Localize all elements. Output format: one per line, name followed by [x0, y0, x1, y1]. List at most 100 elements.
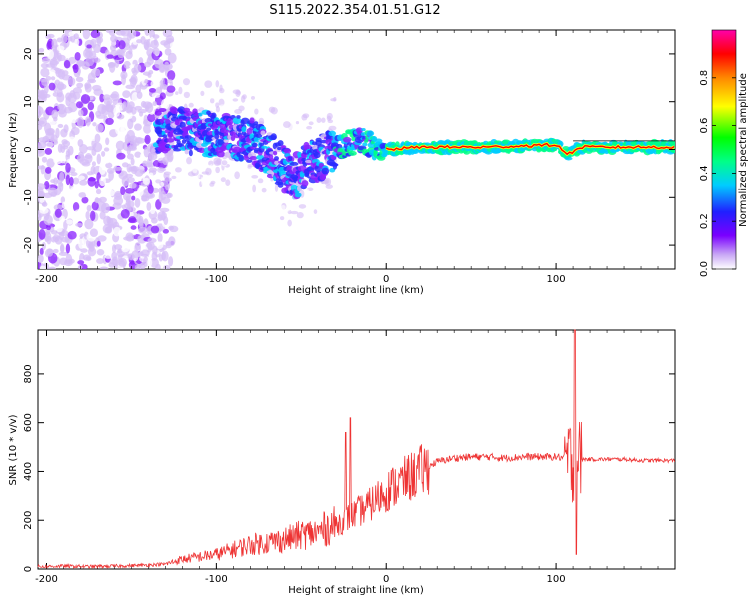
spectrogram-noise-blob: [67, 77, 76, 86]
spectrogram-noise-blob: [49, 69, 56, 75]
spectrogram-noise-blob: [40, 91, 46, 101]
spectrogram-faint-blob: [178, 86, 183, 95]
spectrogram-ridge-blob: [198, 147, 206, 154]
spectrogram-noise-blob: [112, 166, 123, 171]
spectrogram-noise-blob: [48, 82, 56, 91]
spectrogram-noise-blob: [50, 76, 56, 81]
spectrogram-noise-blob: [72, 201, 80, 212]
spectrogram-noise-blob: [152, 47, 160, 55]
spectrogram-noise-blob: [134, 151, 142, 158]
spectrogram-noise-blob: [94, 68, 101, 77]
spectrogram-faint-blob: [174, 178, 182, 185]
spectrogram-noise-blob: [161, 250, 169, 262]
spectrogram-noise-blob: [138, 226, 148, 234]
spectrogram-noise-blob: [140, 249, 150, 257]
spectrogram-noise-blob: [144, 61, 152, 68]
spectrogram-y-label: Frequency (Hz): [8, 112, 19, 188]
spectrogram-noise-blob: [83, 48, 92, 59]
spectrogram-noise-blob: [126, 153, 134, 160]
spectrogram-noise-blob: [39, 207, 49, 214]
spectrogram-noise-blob: [151, 92, 161, 98]
spectrogram-noise-blob: [86, 146, 96, 151]
spectrogram-noise-blob: [168, 225, 174, 231]
colorbar-tick-label: 0.8: [699, 70, 710, 86]
spectrogram-noise-blob: [63, 106, 73, 114]
spectrogram-noise-blob: [101, 150, 106, 157]
spectrogram-noise-blob: [77, 139, 84, 147]
spectrogram-noise-blob: [38, 47, 45, 53]
spectrogram-noise-blob: [134, 242, 141, 251]
spectrogram-noise-blob: [103, 97, 113, 106]
spectrogram-noise-blob: [166, 38, 174, 44]
spectrogram-ridge-blob: [162, 134, 168, 138]
spectrogram-ridge-blob: [184, 135, 192, 139]
spectrogram-noise-blob: [155, 199, 162, 210]
spectrogram-noise-blob: [150, 39, 159, 49]
spectrogram-noise-blob: [136, 91, 143, 99]
spectrogram-noise-blob: [41, 78, 50, 86]
spectrogram-faint-blob: [325, 184, 333, 189]
spectrogram-noise-blob: [84, 218, 94, 230]
spectrogram-noise-blob: [103, 158, 110, 164]
spectrogram-noise-blob: [108, 189, 115, 197]
spectrogram-faint-blob: [215, 166, 221, 174]
spectrogram-noise-blob: [162, 30, 173, 38]
spectrogram-noise-blob: [115, 125, 125, 136]
spectrogram-noise-blob: [65, 174, 71, 186]
spectrogram-faint-blob: [233, 161, 240, 165]
spectrogram-noise-blob: [46, 49, 54, 60]
spectrogram-faint-blob: [215, 106, 221, 113]
spectrogram-x-label: Height of straight line (km): [288, 285, 424, 296]
spectrogram-noise-blob: [104, 226, 112, 234]
spectrogram-noise-blob: [63, 124, 69, 133]
spectrogram-faint-blob: [157, 166, 165, 173]
spectrogram-ridge-blob: [246, 159, 253, 163]
spectrogram-noise-blob: [53, 156, 63, 165]
spectrogram-faint-blob: [220, 177, 226, 183]
spectrogram-noise-blob: [81, 60, 86, 66]
spectrogram-faint-blob: [257, 178, 264, 184]
spectrogram-noise-blob: [144, 134, 151, 145]
spectrogram-faint-blob: [196, 174, 200, 179]
spectrogram-faint-blob: [328, 125, 337, 131]
spectrogram-noise-blob: [134, 136, 143, 144]
spectrogram-noise-blob: [126, 177, 135, 183]
spectrogram-faint-blob: [177, 77, 183, 82]
spectrogram-noise-blob: [92, 142, 103, 153]
snr-y-tick-label: 0: [23, 566, 34, 572]
spectrogram-faint-blob: [316, 117, 322, 124]
spectrogram-ridge-blob: [249, 117, 255, 124]
spectrogram-faint-blob: [252, 184, 257, 193]
spectrogram-noise-blob: [41, 57, 51, 64]
spectrogram-noise-blob: [68, 136, 76, 144]
spectrogram-noise-blob: [89, 210, 96, 221]
spectrogram-noise-blob: [130, 225, 137, 230]
spectrogram-noise-blob: [106, 54, 114, 59]
spectrogram-noise-blob: [96, 153, 101, 165]
spectrogram-noise-blob: [116, 152, 126, 160]
spectrogram-noise-blob: [146, 201, 152, 211]
spectrogram-ridge-blob: [232, 117, 242, 125]
spectrogram-noise-blob: [76, 116, 85, 128]
spectrogram-noise-blob: [163, 264, 171, 269]
spectrogram-noise-blob: [115, 140, 125, 151]
spectrogram-faint-blob: [210, 180, 216, 185]
spectrogram-noise-blob: [128, 216, 137, 223]
snr-panel: -200 -100 0 100 0 200 400 600 800 Height of stra…: [8, 329, 676, 596]
spectrogram-noise-blob: [63, 60, 71, 69]
spectrogram-noise-blob: [98, 164, 107, 176]
spectrogram-noise-blob: [63, 140, 71, 147]
spectrogram-faint-blob: [221, 160, 228, 166]
spectrogram-y-tick-label: -20: [23, 237, 34, 253]
spectrogram-ridge-blob: [289, 161, 299, 167]
spectrogram-noise-blob: [65, 92, 72, 101]
spectrogram-faint-blob: [270, 177, 274, 182]
spectrogram-noise-blob: [57, 123, 64, 128]
spectrogram-faint-blob: [306, 189, 310, 194]
spectrogram-noise-blob: [52, 234, 60, 243]
spectrogram-noise-blob: [43, 214, 53, 226]
spectrogram-noise-blob: [61, 33, 68, 44]
spectrogram-faint-blob: [258, 121, 265, 125]
